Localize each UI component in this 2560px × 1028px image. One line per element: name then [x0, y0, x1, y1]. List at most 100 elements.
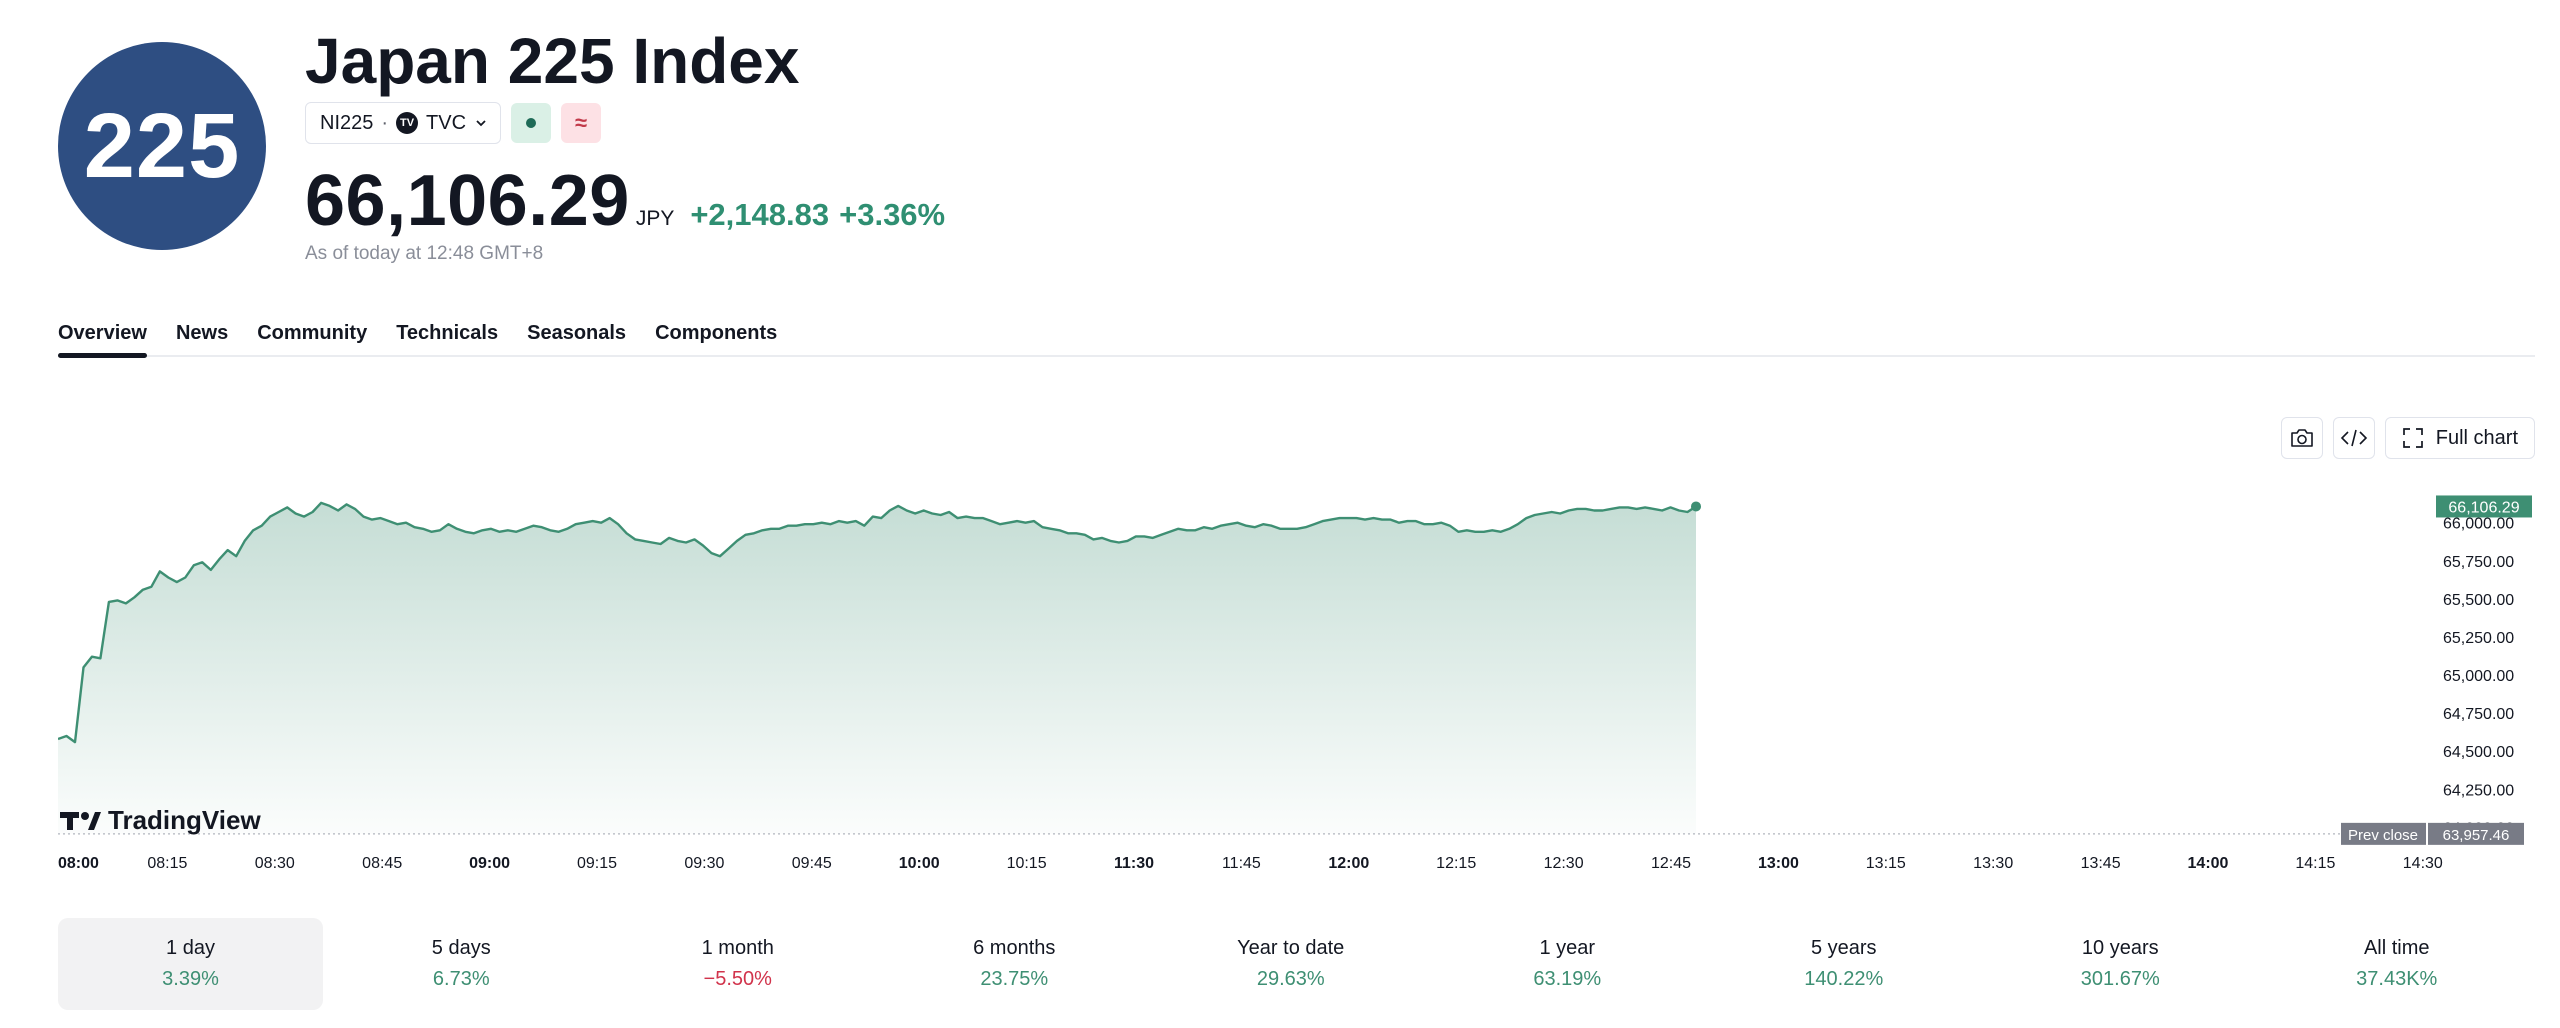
prev-close-value: 63,957.46	[2443, 827, 2510, 844]
period-change: 63.19%	[1533, 968, 1602, 990]
chevron-down-icon	[476, 120, 486, 127]
x-tick-label: 12:15	[1436, 855, 1476, 872]
fullscreen-icon	[2402, 428, 2423, 448]
y-tick-label: 64,250.00	[2443, 782, 2514, 799]
period-1-day[interactable]: 1 day 3.39%	[58, 918, 323, 1010]
x-tick-label: 13:00	[1758, 855, 1799, 872]
currency-code: JPY	[635, 207, 675, 230]
y-tick-label: 65,250.00	[2443, 630, 2514, 647]
symbol-tags: NI225 · TV TVC ≈	[305, 102, 602, 144]
price-change-absolute: +2,148.83	[690, 197, 830, 232]
section-tabs: Overview News Community Technicals Seaso…	[58, 315, 2535, 358]
tradingview-brand: TradingView	[108, 805, 261, 835]
y-tick-label: 64,500.00	[2443, 744, 2514, 761]
y-tick-label: 65,750.00	[2443, 554, 2514, 571]
x-tick-label: 13:45	[2081, 855, 2121, 872]
y-tick-label: 65,500.00	[2443, 592, 2514, 609]
period-label: 1 month	[701, 937, 774, 959]
period-change: 6.73%	[432, 968, 490, 990]
page-title: Japan 225 Index	[305, 25, 800, 97]
wave-icon: ≈	[575, 110, 588, 135]
y-tick-label: 65,000.00	[2443, 668, 2514, 685]
x-tick-label: 12:00	[1328, 855, 1369, 872]
code-icon	[2340, 429, 2367, 447]
separator-dot: ·	[381, 111, 389, 134]
tradingview-logo-icon	[60, 812, 101, 830]
market-open-dot-icon	[526, 118, 537, 128]
as-of-timestamp: As of today at 12:48 GMT+8	[305, 243, 544, 264]
last-price-dot	[1691, 501, 1701, 512]
tab-technicals[interactable]: Technicals	[396, 322, 499, 344]
last-price: 66,106.29	[305, 161, 630, 241]
x-tick-label: 12:45	[1651, 855, 1691, 872]
symbol-logo: 225	[58, 42, 266, 250]
logo-text: 225	[83, 94, 241, 197]
x-tick-label: 14:15	[2295, 855, 2335, 872]
market-open-badge[interactable]	[511, 103, 552, 143]
tradingview-mini-icon: TV	[396, 112, 419, 134]
period-change: 301.67%	[2080, 968, 2160, 990]
x-tick-label: 08:15	[147, 855, 187, 872]
period-change: 3.39%	[162, 968, 219, 990]
last-price-tag: 66,106.29	[2436, 495, 2532, 518]
snapshot-button[interactable]	[2280, 417, 2323, 459]
tab-community[interactable]: Community	[257, 322, 368, 344]
last-price-tag-text: 66,106.29	[2448, 499, 2519, 516]
y-tick-label: 64,750.00	[2443, 706, 2514, 723]
x-tick-label: 10:15	[1007, 855, 1047, 872]
period-label: 1 year	[1539, 937, 1596, 959]
x-tick-label: 14:00	[2188, 855, 2229, 872]
period-change: 37.43K%	[2356, 968, 2438, 990]
x-tick-label: 08:45	[362, 855, 402, 872]
x-tick-label: 09:45	[792, 855, 832, 872]
symbol-code: NI225	[320, 111, 374, 134]
y-axis: 66,000.00 65,750.00 65,500.00 65,250.00 65,0…	[2443, 516, 2514, 838]
x-tick-label: 13:30	[1973, 855, 2013, 872]
period-1-month[interactable]: 1 month −5.50%	[600, 918, 877, 1010]
period-label: 6 months	[973, 937, 1056, 959]
price-area-fill	[58, 502, 1696, 834]
delayed-data-badge[interactable]: ≈	[561, 103, 602, 143]
period-change: 29.63%	[1256, 968, 1325, 990]
exchange-name: TVC	[426, 111, 467, 134]
embed-button[interactable]	[2332, 417, 2375, 459]
period-change: 23.75%	[980, 968, 1049, 990]
x-axis: 08:00 08:15 08:30 08:45 09:00 09:15 09:30 09:45…	[58, 855, 2443, 872]
period-5-years[interactable]: 5 years 140.22%	[1706, 918, 1983, 1010]
tab-news[interactable]: News	[175, 322, 229, 344]
period-change: 140.22%	[1804, 968, 1884, 990]
period-label: 5 years	[1810, 937, 1877, 959]
period-label: Year to date	[1237, 937, 1345, 959]
price-row: 66,106.29 JPY +2,148.83 +3.36%	[305, 160, 945, 242]
period-change: −5.50%	[703, 968, 772, 990]
tab-overview[interactable]: Overview	[58, 315, 147, 358]
price-chart[interactable]: 66,000.00 65,750.00 65,500.00 65,250.00 65,0…	[58, 470, 2535, 890]
period-label: 10 years	[2081, 937, 2159, 959]
x-tick-label: 08:30	[255, 855, 295, 872]
x-tick-label: 09:30	[684, 855, 724, 872]
period-10-years[interactable]: 10 years 301.67%	[1982, 918, 2259, 1010]
period-all-time[interactable]: All time 37.43K%	[2259, 918, 2536, 1010]
period-6-months[interactable]: 6 months 23.75%	[876, 918, 1153, 1010]
prev-close-tag: Prev close 63,957.46	[2341, 822, 2524, 845]
period-5-days[interactable]: 5 days 6.73%	[323, 918, 600, 1010]
camera-icon	[2290, 429, 2313, 447]
tab-seasonals[interactable]: Seasonals	[527, 322, 627, 344]
full-chart-label: Full chart	[2435, 426, 2518, 449]
period-year-to-date[interactable]: Year to date 29.63%	[1153, 918, 1430, 1010]
tab-components[interactable]: Components	[655, 322, 778, 344]
x-tick-label: 13:15	[1866, 855, 1906, 872]
price-line	[58, 501, 1697, 744]
chart-toolbar: Full chart	[2280, 417, 2535, 459]
prev-close-label-bg	[2341, 822, 2426, 845]
x-tick-label: 12:30	[1544, 855, 1584, 872]
symbol-exchange-selector[interactable]: NI225 · TV TVC	[305, 102, 502, 144]
prev-close-value-bg	[2428, 822, 2524, 845]
full-chart-button[interactable]: Full chart	[2384, 417, 2535, 459]
period-1-year[interactable]: 1 year 63.19%	[1429, 918, 1706, 1010]
price-change-percent: +3.36%	[839, 197, 946, 232]
x-tick-label: 11:30	[1114, 855, 1154, 872]
x-tick-label: 09:00	[469, 855, 510, 872]
x-tick-label: 14:30	[2403, 855, 2443, 872]
period-label: 1 day	[166, 937, 215, 959]
